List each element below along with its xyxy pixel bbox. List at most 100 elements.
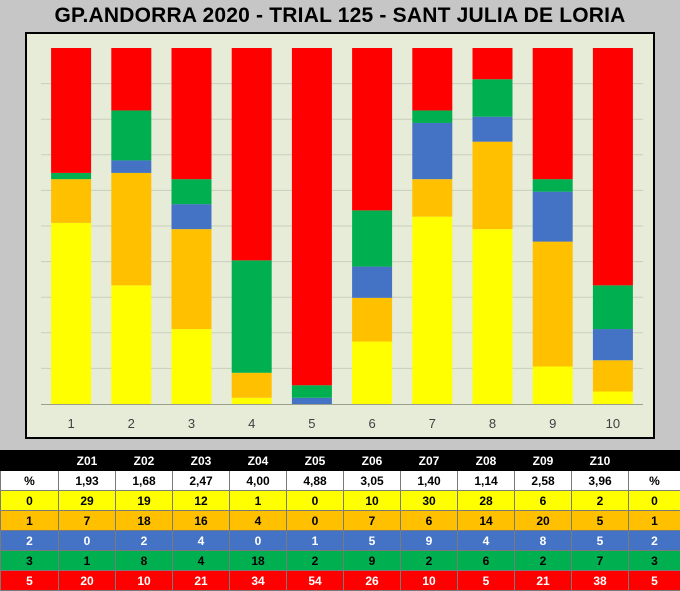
table-cell: 2 <box>515 551 572 571</box>
bar-segment <box>412 110 452 122</box>
bar-segment <box>473 117 513 142</box>
table-cell: 9 <box>344 551 401 571</box>
table-cell: 1 <box>1 511 59 531</box>
table-cell: 2 <box>401 551 458 571</box>
header-cell: Z08 <box>458 451 515 471</box>
table-cell: 1,68 <box>116 471 173 491</box>
table-cell: 28 <box>458 491 515 511</box>
header-cell: Z07 <box>401 451 458 471</box>
bar-segment <box>473 79 513 116</box>
bar-segment <box>593 48 633 285</box>
bar-segment <box>473 48 513 79</box>
table-cell: 5 <box>344 531 401 551</box>
bar-segment <box>352 48 392 210</box>
table-cell: 34 <box>230 571 287 591</box>
bar-segment <box>352 210 392 266</box>
table-cell: 5 <box>1 571 59 591</box>
bar-segment <box>533 192 573 242</box>
table-cell: % <box>1 471 59 491</box>
table-cell: 5 <box>572 511 629 531</box>
x-tick-label: 7 <box>429 416 436 431</box>
bar-segment <box>473 142 513 229</box>
bar-segment <box>533 367 573 404</box>
bar-segment <box>292 385 332 397</box>
table-cell: 38 <box>572 571 629 591</box>
x-tick-label: 6 <box>368 416 375 431</box>
bar-segment <box>292 398 332 404</box>
table-cell: 18 <box>116 511 173 531</box>
bar-segment <box>172 229 212 329</box>
table-cell: 0 <box>629 491 680 511</box>
header-cell: Z04 <box>230 451 287 471</box>
bar-segment <box>172 329 212 404</box>
table-cell: 3 <box>1 551 59 571</box>
table-cell: 1 <box>230 491 287 511</box>
table-cell: 0 <box>59 531 116 551</box>
x-tick-label: 3 <box>188 416 195 431</box>
x-tick-label: 5 <box>308 416 315 431</box>
bar-segment <box>593 329 633 360</box>
x-tick-label: 10 <box>606 416 620 431</box>
table-cell: 29 <box>59 491 116 511</box>
bar-segment <box>51 223 91 404</box>
header-cell <box>629 451 680 471</box>
table-cell: 21 <box>515 571 572 591</box>
table-cell: 4 <box>173 531 230 551</box>
table-cell: % <box>629 471 680 491</box>
table-cell: 0 <box>287 491 344 511</box>
bar-segment <box>412 123 452 179</box>
table-cell: 16 <box>173 511 230 531</box>
bar-segment <box>292 48 332 385</box>
header-cell: Z02 <box>116 451 173 471</box>
table-cell: 7 <box>572 551 629 571</box>
bar-segment <box>172 48 212 179</box>
bar-segment <box>352 298 392 342</box>
header-cell: Z03 <box>173 451 230 471</box>
bar-segment <box>533 242 573 367</box>
bar-segment <box>412 48 452 110</box>
table-cell: 21 <box>173 571 230 591</box>
table-cell: 2 <box>629 531 680 551</box>
table-cell: 3,96 <box>572 471 629 491</box>
table-cell: 18 <box>230 551 287 571</box>
header-cell: Z01 <box>59 451 116 471</box>
table-cell: 0 <box>1 491 59 511</box>
table-cell: 9 <box>401 531 458 551</box>
table-cell: 4 <box>458 531 515 551</box>
bar-segment <box>232 260 272 372</box>
bar-segment <box>172 204 212 229</box>
bar-segment <box>232 398 272 404</box>
table-cell: 10 <box>344 491 401 511</box>
bar-segment <box>51 179 91 223</box>
x-tick-label: 8 <box>489 416 496 431</box>
header-cell <box>1 451 59 471</box>
table-cell: 2 <box>287 551 344 571</box>
bar-segment <box>232 373 272 398</box>
header-cell: Z05 <box>287 451 344 471</box>
table-cell: 12 <box>173 491 230 511</box>
header-cell: Z06 <box>344 451 401 471</box>
bar-segment <box>111 173 151 285</box>
table-cell: 20 <box>59 571 116 591</box>
table-cell: 4 <box>173 551 230 571</box>
table-cell: 54 <box>287 571 344 591</box>
table-cell: 4 <box>230 511 287 531</box>
table-cell: 1,14 <box>458 471 515 491</box>
bar-segment <box>51 48 91 173</box>
x-tick-label: 2 <box>128 416 135 431</box>
table-cell: 26 <box>344 571 401 591</box>
table-cell: 20 <box>515 511 572 531</box>
table-cell: 2 <box>572 491 629 511</box>
bar-segment <box>111 110 151 160</box>
table-cell: 2,47 <box>173 471 230 491</box>
table-cell: 2 <box>116 531 173 551</box>
bar-segment <box>593 392 633 404</box>
